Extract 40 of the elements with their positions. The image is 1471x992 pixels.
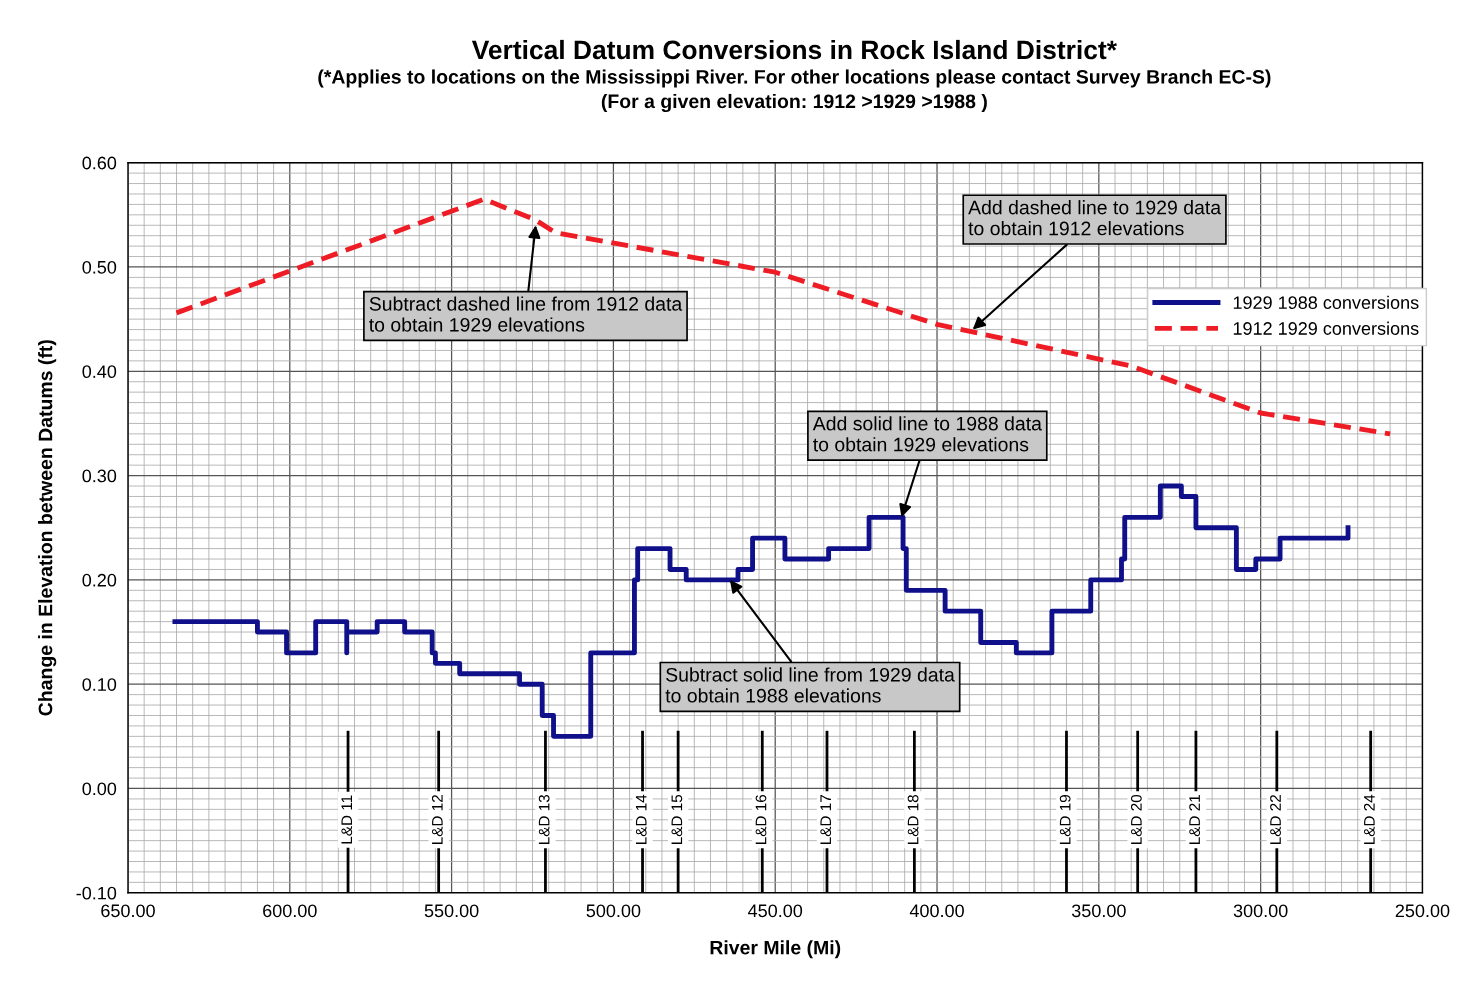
x-tick-label: 600.00 [263, 904, 317, 918]
x-tick-label: 400.00 [909, 904, 964, 918]
ref-line-label: L&D 12 [431, 795, 443, 845]
annotation: Subtract solid line from 1929 data to obtain 1988 elevations [665, 667, 955, 703]
y-tick-label: -0.10 [76, 886, 117, 900]
ref-line-label: L&D 17 [820, 795, 832, 845]
y-tick-label: 0.50 [82, 260, 117, 274]
chart-title: Vertical Datum Conversions in Rock Island District* [471, 39, 1117, 60]
y-tick-label: 0.30 [82, 469, 117, 483]
x-tick-label: 650.00 [101, 904, 155, 918]
y-axis-title: Change in Elevation between Datums (ft) [38, 340, 57, 716]
y-tick-label: 0.60 [82, 156, 117, 170]
ref-line-label: L&D 18 [907, 794, 919, 845]
ref-line-label: L&D 22 [1270, 795, 1281, 845]
x-axis-title: River Mile (Mi) [710, 940, 841, 959]
ref-line-label: L&D 20 [1130, 794, 1142, 845]
ref-line-label: L&D 11 [341, 795, 353, 844]
y-tick-label: 0.40 [82, 365, 117, 379]
x-tick-label: 500.00 [586, 904, 641, 918]
ref-line-label: L&D 21 [1189, 795, 1201, 845]
x-tick-label: 250.00 [1395, 904, 1450, 918]
ref-line-label: L&D 24 [1363, 794, 1375, 845]
annotation: Subtract dashed line from 1912 data to obtain 1929 elevations [369, 296, 683, 332]
legend-label: 1912 1929 conversions [1233, 321, 1419, 335]
x-tick-label: 450.00 [748, 904, 803, 918]
x-tick-label: 350.00 [1071, 904, 1126, 918]
ref-line-label: L&D 13 [538, 794, 550, 845]
ref-line-label: L&D 16 [755, 794, 767, 845]
legend-label: 1929 1988 conversions [1233, 295, 1419, 310]
y-tick-label: 0.00 [82, 782, 117, 796]
x-tick-label: 550.00 [424, 904, 479, 918]
y-tick-label: 0.20 [82, 573, 117, 587]
y-tick-label: 0.10 [82, 678, 117, 691]
ref-line-label: L&D 19 [1059, 795, 1071, 845]
chart-subtitle: (*Applies to locations on the Mississippi River. For other locations please contact Survey Branch EC-S) (For a given elevation: 1912 >1929 >1988 ) [318, 69, 1271, 113]
annotation: Add solid line to 1988 data to obtain 1929 elevations [812, 416, 1042, 452]
ref-line-label: L&D 15 [671, 794, 683, 845]
x-tick-label: 300.00 [1233, 904, 1288, 918]
annotation: Add dashed line to 1929 data to obtain 1912 elevations [968, 200, 1222, 236]
ref-line-label: L&D 14 [635, 794, 647, 845]
